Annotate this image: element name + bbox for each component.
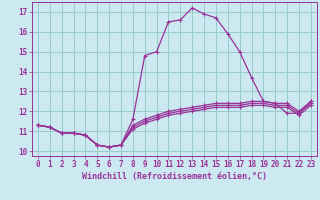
X-axis label: Windchill (Refroidissement éolien,°C): Windchill (Refroidissement éolien,°C) — [82, 172, 267, 181]
